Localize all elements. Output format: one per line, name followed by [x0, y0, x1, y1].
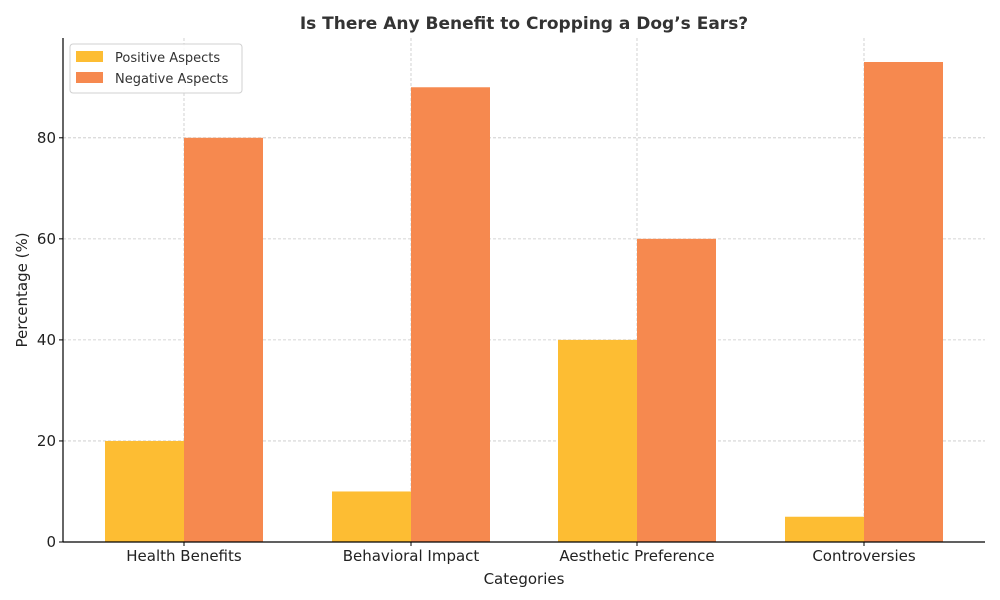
- legend-swatch-positive: [76, 51, 103, 62]
- y-ticks: 0 20 40 60 80: [37, 129, 63, 551]
- y-tick-label: 80: [37, 129, 56, 147]
- x-tick-label: Aesthetic Preference: [559, 547, 714, 565]
- x-tick-label: Behavioral Impact: [343, 547, 480, 565]
- legend-label-positive: Positive Aspects: [115, 51, 220, 66]
- bar-negative: [184, 137, 263, 542]
- y-tick-label: 20: [37, 432, 56, 450]
- bar-negative: [864, 62, 943, 542]
- x-tick-label: Health Benefits: [126, 547, 242, 565]
- bar-positive: [332, 491, 411, 542]
- x-ticks: Health Benefits Behavioral Impact Aestheti…: [126, 542, 916, 565]
- y-tick-label: 60: [37, 230, 56, 248]
- y-axis-label: Percentage (%): [13, 232, 31, 347]
- bar-positive: [558, 339, 637, 542]
- y-tick-label: 0: [46, 533, 56, 551]
- legend-box: [69, 43, 243, 94]
- legend-swatch-negative: [76, 72, 103, 83]
- x-axis-label: Categories: [484, 570, 565, 588]
- y-tick-label: 40: [37, 331, 56, 349]
- bar-negative: [637, 238, 716, 542]
- chart-title: Is There Any Benefit to Cropping a Dog’s…: [300, 14, 748, 34]
- bar-positive: [785, 516, 864, 542]
- legend-label-negative: Negative Aspects: [115, 72, 229, 87]
- x-tick-label: Controversies: [812, 547, 916, 565]
- legend: Positive Aspects Negative Aspects: [69, 43, 243, 94]
- bar-negative: [411, 87, 490, 543]
- bar-positive: [105, 440, 184, 542]
- bars: [105, 62, 943, 543]
